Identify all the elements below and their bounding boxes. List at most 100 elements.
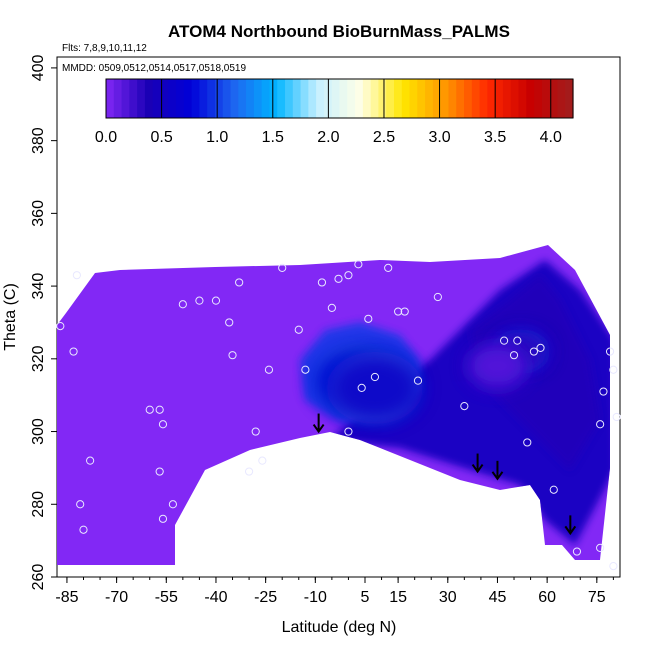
- observation-point: [258, 456, 267, 465]
- x-tick-label: -70: [105, 589, 128, 606]
- colorbar-segment: [214, 79, 224, 118]
- colorbar-segment: [464, 79, 473, 118]
- observation-point: [79, 525, 88, 534]
- colorbar-segment: [339, 79, 348, 118]
- observation-point: [69, 347, 78, 356]
- colorbar-segment: [456, 79, 465, 118]
- observation-point: [499, 336, 509, 345]
- down-arrow-head: [471, 463, 484, 474]
- colorbar-segment: [479, 79, 488, 118]
- colorbar-segment: [510, 79, 520, 118]
- plot-frame: [56, 56, 621, 578]
- colorbar-tick-label: 1.5: [262, 129, 284, 146]
- colorbar-segment: [269, 79, 278, 118]
- colorbar-segment: [401, 79, 411, 118]
- colorbar-segment: [425, 79, 434, 118]
- colorbar-segment: [495, 79, 504, 118]
- colorbar-segment: [292, 79, 302, 118]
- colorbar-segment: [176, 79, 185, 118]
- observation-point: [536, 343, 545, 353]
- observation-point: [354, 260, 363, 269]
- observation-point: [56, 321, 65, 331]
- dates-label: MMDD: 0509,0512,0514,0517,0518,0519: [62, 63, 246, 74]
- observation-point: [178, 300, 187, 309]
- x-tick-label: -25: [254, 589, 277, 606]
- observation-point: [400, 307, 409, 316]
- y-tick-label: 320: [30, 345, 47, 372]
- flights-label: Flts: 7,8,9,10,11,12: [62, 43, 147, 54]
- observation-point: [317, 278, 327, 287]
- colorbar-segment: [331, 79, 341, 118]
- colorbar-segment: [152, 79, 162, 118]
- colorbar-segment: [386, 79, 395, 118]
- colorbar-segment: [191, 79, 200, 118]
- x-tick-label: -55: [155, 589, 178, 606]
- colorbar-segment: [565, 79, 574, 118]
- observation-point: [596, 420, 605, 429]
- colorbar-segment: [487, 79, 496, 118]
- arrow-layer: [312, 413, 577, 536]
- observation-point: [155, 405, 164, 414]
- observation-point: [195, 296, 204, 305]
- observation-point: [509, 351, 519, 360]
- colorbar-segment: [160, 79, 169, 118]
- observation-point: [264, 365, 274, 374]
- colorbar-segment: [355, 79, 364, 118]
- observation-point: [228, 351, 237, 360]
- colorbar-segment: [300, 79, 309, 118]
- hotspot-3-ring: [467, 343, 528, 389]
- y-tick-label: 300: [30, 418, 47, 445]
- colorbar-segment: [471, 79, 481, 118]
- colorbar-segment: [557, 79, 566, 118]
- colorbar-segment: [316, 79, 325, 118]
- observation-point: [370, 372, 380, 382]
- colorbar-segment: [168, 79, 177, 118]
- colorbar-segment: [113, 79, 123, 118]
- colorbar-segment: [347, 79, 356, 118]
- observation-point: [155, 467, 164, 476]
- observation-point: [529, 347, 538, 356]
- observation-point: [344, 427, 353, 436]
- y-tick-label: 380: [30, 127, 47, 154]
- y-tick-label: 340: [30, 273, 47, 300]
- x-axis: -85 -70 -55 -40 -25 -10 5 15 30 45 60 75: [55, 577, 614, 606]
- observation-point: [605, 347, 615, 356]
- colorbar-segment: [207, 79, 216, 118]
- x-axis-label: Latitude (deg N): [282, 619, 397, 636]
- y-tick-label: 260: [30, 564, 47, 591]
- colorbar-segment: [199, 79, 208, 118]
- y-tick-label: 280: [30, 491, 47, 518]
- colorbar-segment: [230, 79, 239, 118]
- down-arrow-head: [312, 423, 325, 434]
- colorbar-segment: [144, 79, 154, 118]
- chart-title: ATOM4 Northbound BioBurnMass_PALMS: [168, 22, 510, 41]
- observation-point: [235, 278, 244, 287]
- observation-point: [278, 263, 287, 273]
- observation-point: [596, 543, 605, 553]
- x-tick-label: 75: [588, 589, 606, 606]
- colorbar-segment: [534, 79, 543, 118]
- observation-point: [72, 271, 81, 280]
- x-tick-label: 15: [389, 589, 407, 606]
- observation-point: [599, 387, 608, 396]
- observation-point: [612, 412, 621, 422]
- colorbar-segment: [417, 79, 426, 118]
- observation-point: [244, 467, 254, 476]
- observation-point: [158, 420, 168, 429]
- colorbar-segment: [253, 79, 263, 118]
- colorbar-segment: [285, 79, 294, 118]
- colorbar-tick-label: 1.0: [206, 129, 228, 146]
- colorbar-segment: [308, 79, 317, 118]
- observation-point: [327, 303, 336, 313]
- colorbar-tick-label: 0.5: [150, 129, 172, 146]
- colorbar-tick-label: 2.5: [373, 129, 395, 146]
- x-tick-label: 30: [439, 589, 457, 606]
- colorbar-segment: [448, 79, 457, 118]
- colorbar-segment: [378, 79, 387, 118]
- x-tick-label: -10: [304, 589, 327, 606]
- observation-point: [549, 485, 558, 494]
- observation-point: [394, 307, 403, 316]
- observation-point: [334, 274, 343, 283]
